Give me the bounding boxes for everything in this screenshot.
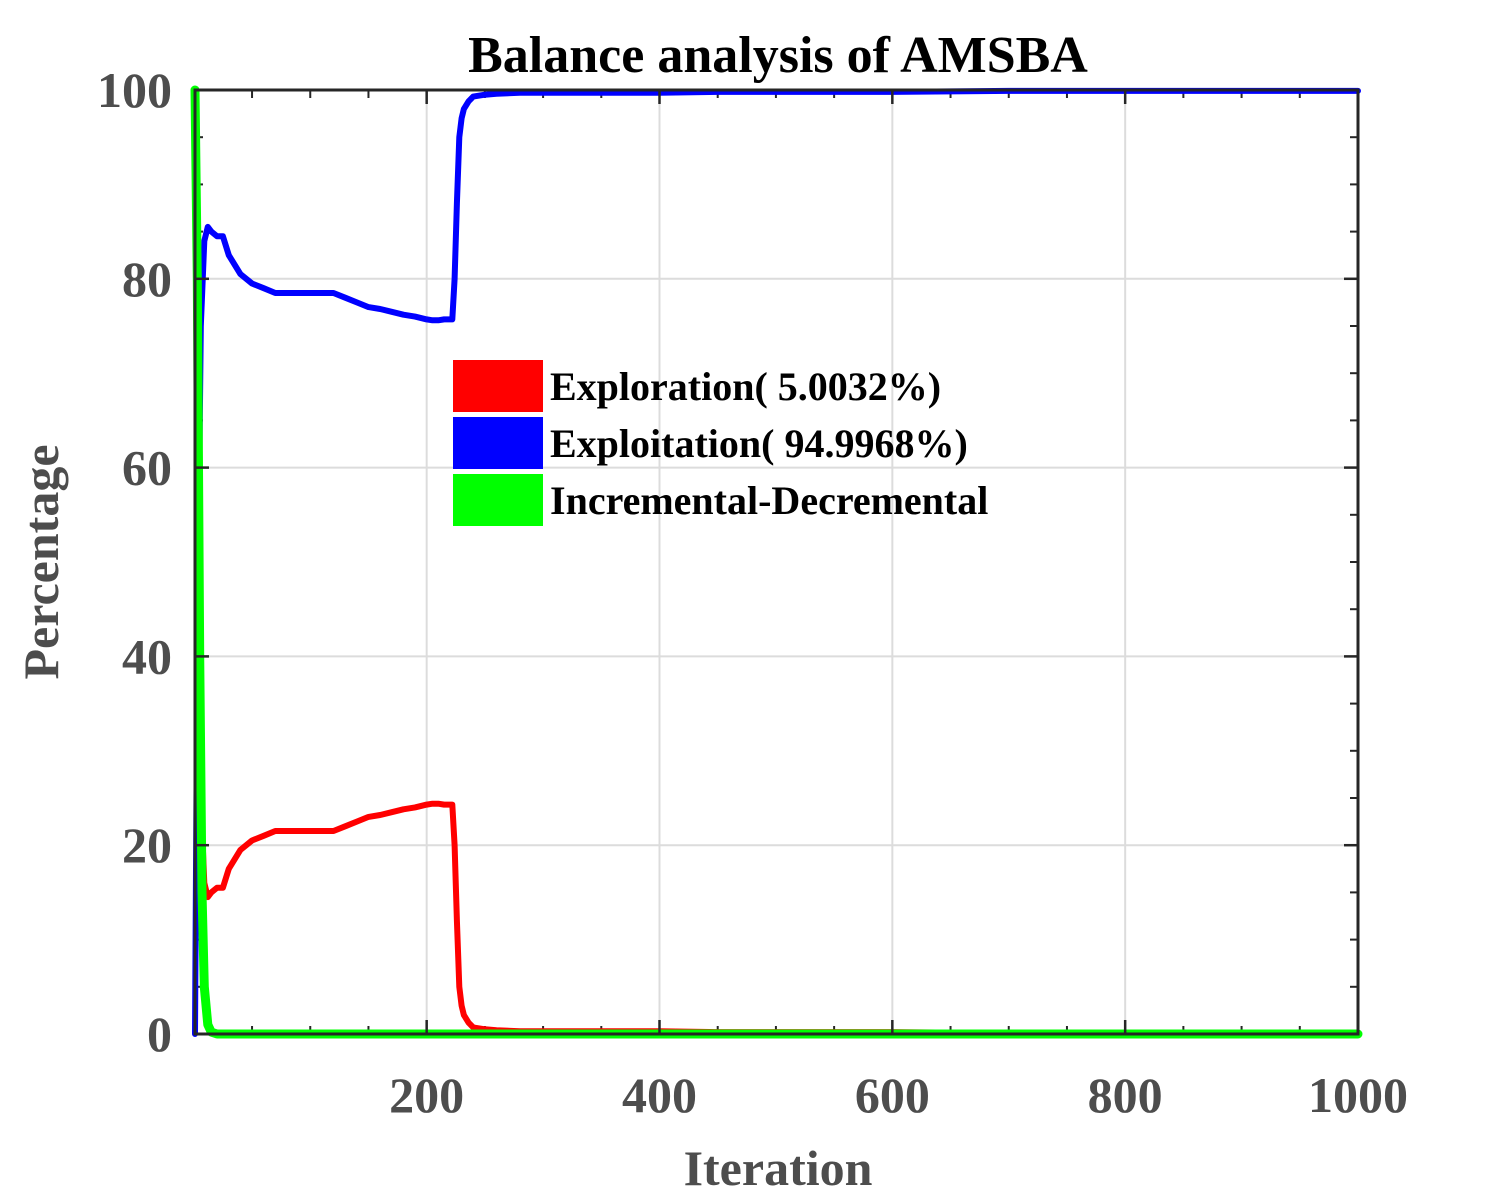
x-tick-label: 200 xyxy=(389,1067,464,1123)
y-tick-label: 0 xyxy=(147,1006,172,1062)
y-tick-label: 60 xyxy=(122,440,172,496)
y-tick-label: 20 xyxy=(122,817,172,873)
legend-label: Exploration( 5.0032%) xyxy=(550,364,941,409)
legend-swatch xyxy=(453,417,543,469)
legend: Exploration( 5.0032%) Exploitation( 94.99… xyxy=(453,360,988,526)
x-axis-ticks: 200 400 600 800 1000 xyxy=(389,90,1408,1123)
chart-title: Balance analysis of AMSBA xyxy=(468,27,1088,84)
legend-label: Incremental-Decremental xyxy=(550,478,988,523)
x-tick-label: 400 xyxy=(622,1067,697,1123)
y-tick-label: 80 xyxy=(122,251,172,307)
minor-ticks xyxy=(195,90,1358,1034)
y-tick-label: 100 xyxy=(97,62,172,118)
legend-swatch xyxy=(453,360,543,412)
series-line-3 xyxy=(190,85,1363,1039)
y-tick-label: 40 xyxy=(122,628,172,684)
x-tick-label: 1000 xyxy=(1308,1067,1408,1123)
x-tick-label: 800 xyxy=(1088,1067,1163,1123)
legend-swatch xyxy=(453,474,543,526)
y-axis-label: Percentage xyxy=(13,444,69,679)
plot-frame xyxy=(193,88,1360,1036)
series-line-2 xyxy=(192,87,1361,1037)
x-tick-label: 600 xyxy=(855,1067,930,1123)
legend-label: Exploitation( 94.9968%) xyxy=(550,421,968,466)
y-axis-ticks: 0 20 40 60 80 100 xyxy=(97,62,1358,1062)
grid-lines xyxy=(195,90,1358,1034)
x-axis-label: Iteration xyxy=(684,1140,873,1196)
series-layer xyxy=(190,85,1363,1039)
series-line-1 xyxy=(192,87,1361,1037)
